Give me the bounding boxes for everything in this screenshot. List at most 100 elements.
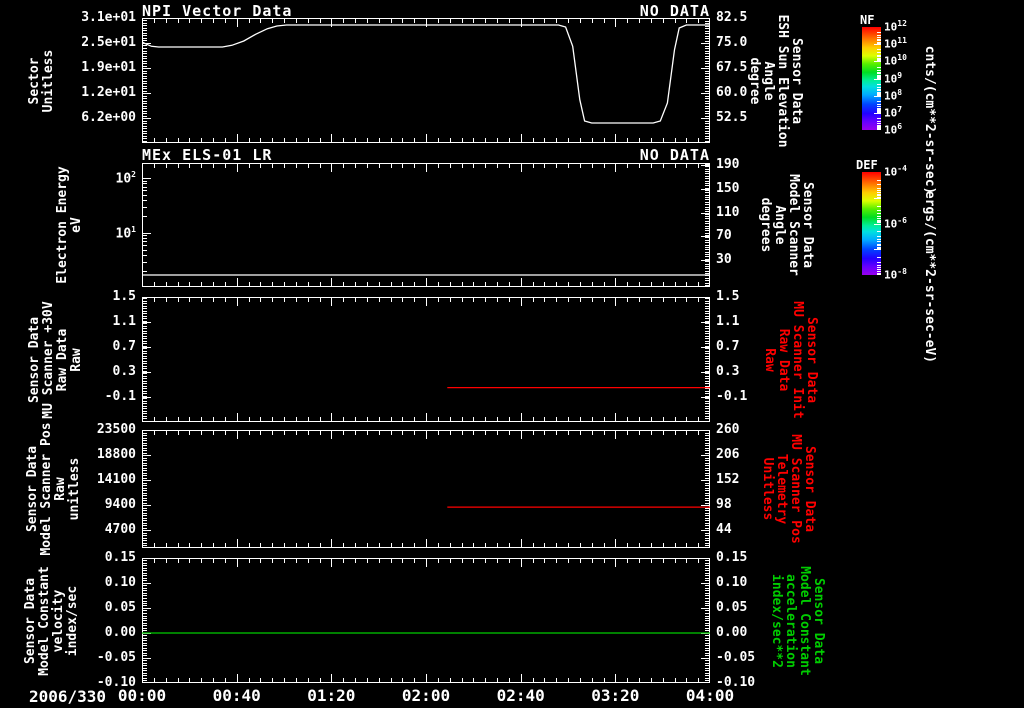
panel-4-left-tick-label: 23500 — [96, 422, 136, 437]
panel-1-left-tick-label: 6.2e+00 — [81, 110, 136, 125]
panel-2-right-tick-label: 150 — [716, 180, 740, 196]
axis-title-line: MU Scanner Init — [790, 300, 805, 419]
panel-5-left-axis-title: Sensor Data Model Constant velocity index/s… — [23, 565, 80, 676]
panel-2-left-axis-title: Electron Energy eV — [55, 166, 84, 283]
x-axis-date-label: 2006/330 — [28, 687, 106, 706]
panel-5-left-tick-label: -0.05 — [96, 650, 136, 665]
panel-2-right-tick-label: 30 — [716, 252, 732, 267]
x-axis-tick-label: 03:20 — [591, 686, 640, 705]
panel-3-left-tick-label: 0.3 — [112, 364, 136, 379]
colorbar-nf-ticks — [874, 32, 881, 130]
axis-title-line: degrees — [758, 197, 773, 253]
panel-4-right-tick-label: 152 — [716, 471, 740, 487]
colorbar-nf-tick-label: 108 — [884, 87, 903, 103]
panel-1-right-tick-label: 67.5 — [716, 60, 748, 75]
panel-1-left-tick-label: 3.1e+01 — [81, 10, 136, 25]
axis-title-line: Sensor Data — [23, 577, 38, 664]
colorbar-nf-units: cnts/(cm**2-sr-sec) — [922, 45, 937, 195]
panel-3-right-tick-label: 0.3 — [716, 364, 740, 379]
axis-title-line: Telemetry — [774, 453, 789, 525]
panel-2-right-tick-label: 110 — [716, 204, 740, 220]
axis-title-line: Sensor Data — [27, 316, 42, 403]
panel-2-title: MEx ELS-01 LR — [142, 146, 273, 164]
panel-3-left-tick-label: 1.5 — [112, 289, 136, 304]
colorbar-def-tick-label: 10-8 — [884, 267, 907, 282]
colorbar-nf-bar — [862, 27, 881, 130]
panel-2-no-data-label: NO DATA — [639, 146, 710, 164]
panel-1-series-esh-sun-elevation-angle — [142, 24, 710, 124]
axis-title-line: MU Scanner +30V — [41, 300, 56, 419]
panel-2-left-tick-label: 101 — [115, 224, 136, 242]
x-axis-tick-label: 00:00 — [117, 686, 167, 705]
axis-title-line: unitless — [67, 457, 82, 521]
colorbar-nf-tick-label: 109 — [884, 70, 903, 86]
panel-4-left-tick-label: 18800 — [96, 447, 136, 462]
panel-1-title: NPI Vector Data — [142, 2, 293, 20]
panel-1-left-tick-label: 1.9e+01 — [81, 60, 136, 75]
panel-4-right-tick-label: 98 — [716, 496, 732, 512]
axis-title-line: degree — [747, 57, 762, 104]
panel-3-right-tick-label: 0.7 — [716, 339, 740, 354]
panel-1-no-data-label: NO DATA — [639, 2, 710, 20]
axis-title-line: Angle — [761, 60, 776, 101]
panel-2-left-tick-label: 102 — [115, 170, 136, 187]
panel-1-plot — [142, 18, 710, 143]
axis-title-line: Angle — [772, 205, 787, 245]
panel-5-right-tick-label: -0.05 — [716, 650, 756, 665]
panel-5-left-tick-label: 0.00 — [104, 625, 136, 640]
panel-1-left-tick-label: 1.2e+01 — [81, 85, 136, 100]
panel-3-left-axis-title: Sensor Data MU Scanner +30V Raw Data Raw — [27, 300, 84, 419]
panel-5-left-tick-label: 0.05 — [104, 600, 136, 615]
x-axis-tick-label: 02:00 — [401, 686, 451, 705]
panel-4-right-axis-title: Sensor Data MU Scanner Pos Telemetry Unitle… — [760, 434, 817, 544]
axis-title-line: Model Constant — [37, 565, 52, 676]
panel-4-plot — [142, 430, 710, 548]
panel-1-left-tick-label: 2.5e+01 — [81, 35, 136, 50]
axis-title-line: MU Scanner Pos — [788, 434, 803, 544]
panel-4-right-tick-label: 44 — [716, 521, 732, 537]
panel-2-right-tick-label: 190 — [716, 157, 740, 173]
panel-4-left-tick-label: 9400 — [104, 497, 136, 512]
panel-5-left-tick-label: 0.10 — [104, 575, 136, 590]
axis-title-line: eV — [69, 217, 84, 233]
panel-1-right-tick-label: 60.0 — [716, 85, 748, 100]
panel-4-right-tick-label: 260 — [716, 422, 740, 437]
axis-title-line: acceleration — [783, 573, 798, 668]
axis-title-line: Sensor Data — [789, 37, 804, 124]
panel-5-right-tick-label: -0.10 — [716, 675, 756, 690]
panel-5-plot — [142, 558, 710, 683]
panel-4-right-tick-label: 206 — [716, 446, 740, 462]
colorbar-def-ticks — [874, 180, 881, 275]
panel-4-left-tick-label: 14100 — [96, 472, 136, 487]
axis-title-line: Sensor Data — [25, 445, 40, 533]
x-axis-tick-label: 00:40 — [212, 686, 261, 705]
axis-title-line: Sensor Data — [811, 577, 826, 664]
colorbar-nf-tick-label: 1011 — [884, 36, 907, 51]
panel-3-right-axis-title: Sensor Data MU Scanner Init Raw Data Raw — [762, 300, 819, 419]
panel-5-right-tick-label: 0.10 — [716, 575, 748, 590]
x-axis-tick-label: 02:40 — [496, 686, 545, 705]
panel-3-right-tick-label: -0.1 — [716, 389, 748, 404]
colorbar-nf-tick-label: 106 — [884, 122, 903, 137]
colorbar-def-units: ergs/(cm**2-sr-sec-eV) — [922, 190, 937, 364]
axis-title-line: Raw — [762, 347, 777, 372]
axis-title-line: Sensor Data — [802, 445, 817, 533]
axis-title-line: velocity — [51, 589, 66, 652]
axis-title-line: Raw Data — [55, 328, 70, 391]
panel-1-right-axis-title: Sensor Data ESH Sun Elevation Angle degree — [747, 14, 804, 147]
axis-title-line: Sensor Data — [800, 181, 815, 269]
panel-4-left-tick-label: 4700 — [104, 522, 136, 537]
panel-5-left-tick-label: 0.15 — [104, 550, 136, 565]
axis-title-line: Raw — [53, 477, 68, 501]
axis-title-line: Sensor Data — [804, 316, 819, 403]
panel-2-right-tick-label: 70 — [716, 228, 732, 244]
axis-title-line: index/sec — [65, 585, 80, 656]
x-axis-tick-label: 01:20 — [307, 686, 356, 705]
panel-5-right-tick-label: 0.15 — [716, 550, 748, 565]
panel-3-left-tick-label: 0.7 — [112, 339, 136, 354]
panel-5-left-tick-label: -0.10 — [96, 675, 136, 690]
panel-4-left-axis-title: Sensor Data Model Scanner Pos Raw unitless — [25, 422, 82, 555]
colorbar-def-label: DEF — [856, 158, 878, 172]
panel-5-right-axis-title: Sensor Data Model Constant acceleration ind… — [769, 566, 826, 676]
